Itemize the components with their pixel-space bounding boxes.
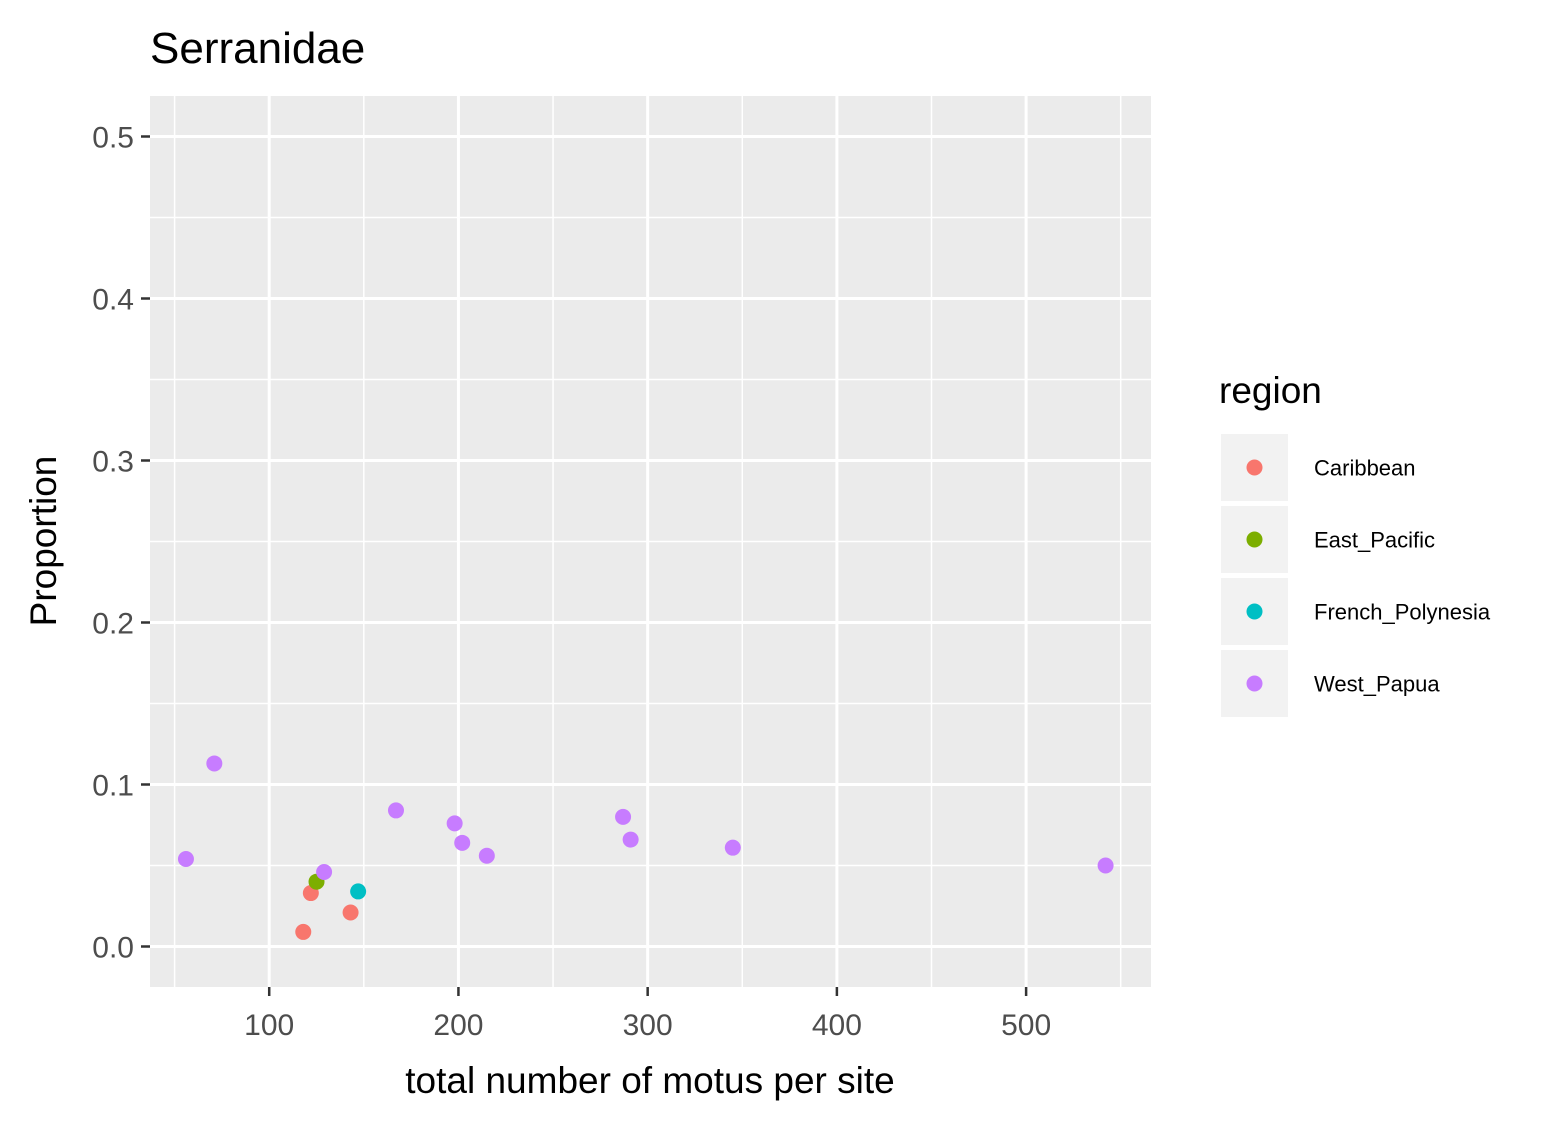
legend-title: region	[1219, 370, 1322, 411]
data-point-west-papua	[206, 755, 223, 772]
data-point-west-papua	[446, 815, 463, 832]
minor-gridlines	[150, 96, 1151, 987]
data-point-caribbean	[342, 904, 359, 921]
x-axis-title: total number of motus per site	[405, 1060, 894, 1101]
legend-label-french-polynesia: French_Polynesia	[1314, 600, 1491, 625]
y-tick-label: 0.1	[92, 770, 134, 803]
legend-marker-east-pacific	[1246, 531, 1263, 548]
legend-marker-caribbean	[1246, 459, 1263, 476]
legend-label-east-pacific: East_Pacific	[1314, 528, 1435, 553]
legend-marker-french-polynesia	[1246, 603, 1263, 620]
data-point-french-polynesia	[350, 883, 367, 900]
data-points	[177, 755, 1114, 940]
data-point-west-papua	[724, 839, 741, 856]
y-tick-label: 0.2	[92, 608, 134, 641]
data-point-west-papua	[177, 851, 194, 868]
data-point-west-papua	[316, 863, 333, 880]
chart-title: Serranidae	[150, 24, 365, 73]
legend: region Caribbean East_Pacific French_Polyn…	[1219, 370, 1491, 717]
data-point-caribbean	[295, 923, 312, 940]
data-point-west-papua	[622, 831, 639, 848]
legend-marker-west-papua	[1246, 675, 1263, 692]
x-axis: 100 200 300 400 500	[244, 987, 1051, 1042]
data-point-west-papua	[478, 847, 495, 864]
x-tick-label: 100	[244, 1009, 294, 1042]
y-tick-label: 0.5	[92, 122, 134, 155]
legend-label-caribbean: Caribbean	[1314, 456, 1416, 481]
x-tick-label: 500	[1001, 1009, 1051, 1042]
major-gridlines	[150, 96, 1151, 987]
x-tick-label: 400	[812, 1009, 862, 1042]
x-tick-label: 300	[623, 1009, 673, 1042]
data-point-west-papua	[615, 808, 632, 825]
legend-label-west-papua: West_Papua	[1314, 672, 1440, 697]
data-point-west-papua	[387, 802, 404, 819]
y-tick-label: 0.4	[92, 284, 134, 317]
y-axis-title: Proportion	[23, 456, 64, 627]
y-axis: 0.0 0.1 0.2 0.3 0.4 0.5	[92, 122, 150, 965]
y-tick-label: 0.0	[92, 932, 134, 965]
data-point-west-papua	[1097, 857, 1114, 874]
x-tick-label: 200	[433, 1009, 483, 1042]
data-point-west-papua	[454, 834, 471, 851]
y-tick-label: 0.3	[92, 446, 134, 479]
